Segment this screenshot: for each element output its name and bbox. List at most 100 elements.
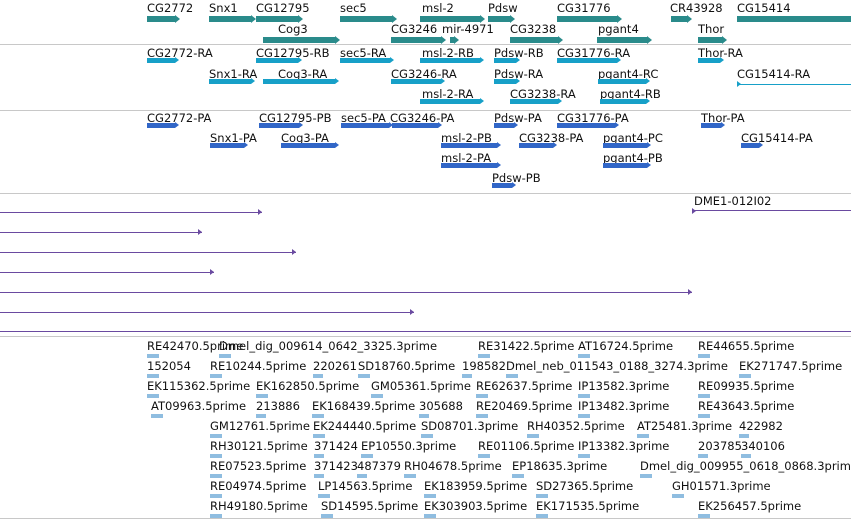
est-feature[interactable] (210, 374, 222, 378)
est-feature[interactable] (476, 414, 488, 418)
protein-feature[interactable] (210, 143, 244, 148)
est-feature[interactable] (536, 514, 548, 518)
transcript-feature[interactable] (391, 79, 441, 84)
est-feature[interactable] (698, 454, 708, 458)
transcript-feature[interactable] (494, 58, 516, 63)
transcript-feature[interactable] (420, 99, 480, 104)
transcript-feature[interactable] (209, 79, 251, 84)
est-feature[interactable] (219, 354, 231, 358)
est-feature[interactable] (424, 494, 436, 498)
transcript-feature[interactable] (598, 79, 646, 84)
est-feature[interactable] (147, 394, 159, 398)
est-feature[interactable] (462, 374, 472, 378)
protein-feature[interactable] (441, 143, 497, 148)
aligned-line[interactable] (0, 232, 202, 233)
protein-feature[interactable] (147, 123, 175, 128)
est-feature[interactable] (358, 374, 370, 378)
est-feature[interactable] (640, 474, 652, 478)
est-feature[interactable] (578, 454, 590, 458)
transcript-feature[interactable] (340, 58, 390, 63)
gene-feature[interactable] (557, 16, 617, 22)
transcript-feature[interactable] (698, 58, 720, 63)
est-feature[interactable] (739, 434, 749, 438)
transcript-feature[interactable] (557, 58, 617, 63)
gene-feature[interactable] (209, 16, 251, 22)
gene-feature[interactable] (488, 16, 510, 22)
protein-feature[interactable] (603, 143, 647, 148)
protein-feature[interactable] (741, 143, 759, 148)
est-feature[interactable] (698, 514, 710, 518)
est-feature[interactable] (313, 374, 323, 378)
est-feature[interactable] (419, 414, 429, 418)
transcript-feature[interactable] (263, 79, 335, 84)
gene-feature[interactable] (698, 37, 722, 43)
protein-feature[interactable] (519, 143, 553, 148)
est-feature[interactable] (527, 434, 539, 438)
est-feature[interactable] (147, 374, 159, 378)
est-feature[interactable] (424, 514, 436, 518)
est-feature[interactable] (741, 454, 751, 458)
est-feature[interactable] (210, 434, 222, 438)
protein-feature[interactable] (701, 123, 721, 128)
est-feature[interactable] (421, 434, 433, 438)
est-feature[interactable] (256, 414, 266, 418)
est-feature[interactable] (739, 374, 751, 378)
est-feature[interactable] (210, 474, 222, 478)
aligned-line[interactable] (0, 312, 414, 313)
protein-feature[interactable] (603, 163, 647, 168)
aligned-feature[interactable] (694, 210, 851, 211)
protein-feature[interactable] (492, 183, 512, 188)
gene-feature[interactable] (391, 37, 441, 43)
protein-feature[interactable] (259, 123, 299, 128)
transcript-feature[interactable] (510, 99, 558, 104)
protein-feature[interactable] (281, 143, 335, 148)
est-feature[interactable] (672, 494, 684, 498)
est-feature[interactable] (147, 354, 159, 358)
aligned-line[interactable] (0, 212, 262, 213)
transcript-feature[interactable] (494, 79, 516, 84)
est-feature[interactable] (314, 474, 324, 478)
est-feature[interactable] (698, 394, 710, 398)
gene-feature[interactable] (737, 16, 851, 22)
gene-feature[interactable] (671, 16, 687, 22)
est-feature[interactable] (404, 474, 416, 478)
est-feature[interactable] (512, 474, 524, 478)
gene-feature[interactable] (340, 16, 392, 22)
est-feature[interactable] (210, 514, 222, 518)
transcript-feature[interactable] (147, 58, 175, 63)
est-feature[interactable] (256, 394, 268, 398)
est-feature[interactable] (210, 494, 222, 498)
est-feature[interactable] (361, 454, 373, 458)
est-feature[interactable] (210, 454, 222, 458)
gene-feature[interactable] (510, 37, 558, 43)
transcript-feature[interactable] (256, 58, 298, 63)
protein-feature[interactable] (441, 163, 497, 168)
est-feature[interactable] (698, 354, 710, 358)
est-feature[interactable] (536, 494, 548, 498)
est-feature[interactable] (637, 434, 649, 438)
est-feature[interactable] (578, 414, 590, 418)
gene-feature[interactable] (597, 37, 647, 43)
gene-feature[interactable] (420, 16, 480, 22)
est-feature[interactable] (578, 394, 590, 398)
protein-feature[interactable] (557, 123, 615, 128)
est-feature[interactable] (151, 414, 163, 418)
est-feature[interactable] (318, 494, 330, 498)
est-feature[interactable] (371, 394, 383, 398)
protein-feature[interactable] (494, 123, 514, 128)
est-feature[interactable] (478, 454, 490, 458)
gene-feature[interactable] (263, 37, 335, 43)
aligned-line[interactable] (0, 252, 296, 253)
est-feature[interactable] (321, 514, 333, 518)
gene-feature[interactable] (256, 16, 298, 22)
gene-feature[interactable] (450, 37, 454, 43)
transcript-feature[interactable] (737, 84, 851, 85)
est-feature[interactable] (506, 374, 518, 378)
aligned-line[interactable] (0, 331, 851, 332)
transcript-feature[interactable] (420, 58, 480, 63)
transcript-feature[interactable] (600, 99, 646, 104)
aligned-line[interactable] (0, 292, 692, 293)
est-feature[interactable] (578, 354, 590, 358)
est-feature[interactable] (357, 474, 367, 478)
est-feature[interactable] (476, 394, 488, 398)
